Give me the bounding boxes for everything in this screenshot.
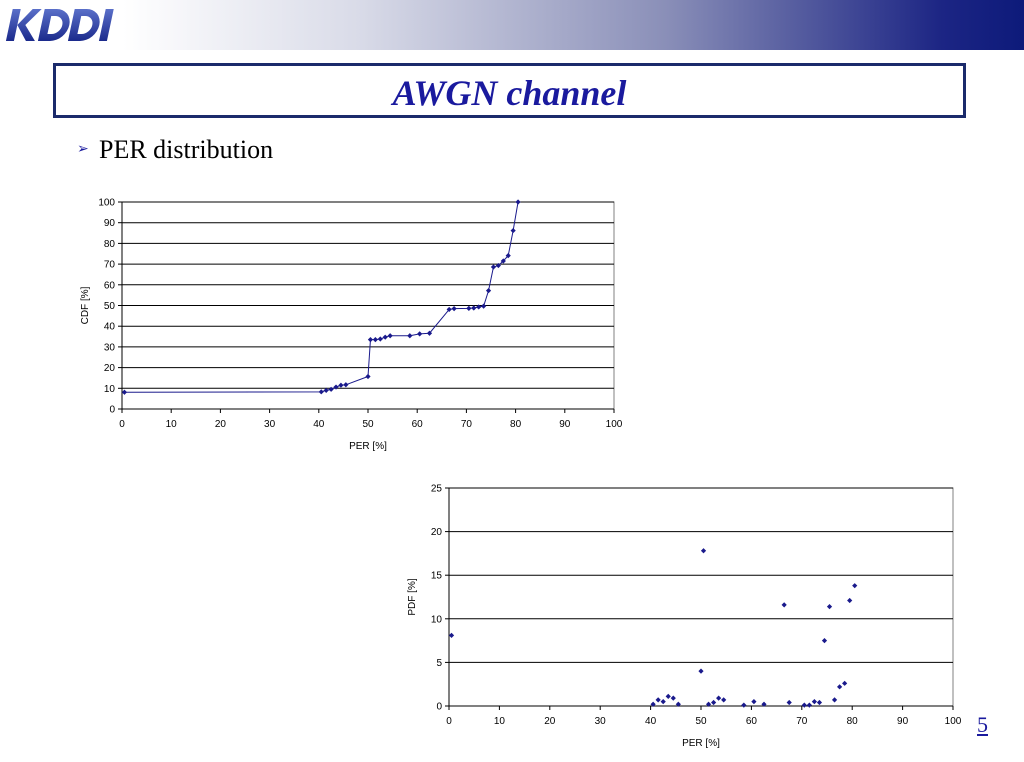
cdf-chart: 0 10 20 30 40 50 60 70 80 90 100 0 10 20 30 40 50 60 70 80 9… [80, 198, 623, 453]
cdf-y-tick-label: 70 [104, 260, 116, 271]
pdf-x-axis-label: PER [%] [682, 738, 720, 749]
cdf-data-point [451, 306, 457, 312]
pdf-data-point [842, 680, 848, 686]
cdf-data-point [382, 334, 388, 340]
cdf-y-tick-label: 50 [104, 301, 116, 312]
pdf-data-point [698, 668, 704, 674]
cdf-x-tick-label: 50 [362, 419, 374, 430]
cdf-data-point [505, 253, 511, 259]
pdf-x-tick-label: 10 [494, 716, 506, 727]
header-bar [0, 0, 1024, 50]
cdf-y-tick-label: 60 [104, 280, 116, 291]
pdf-data-point [831, 697, 838, 703]
pdf-y-tick-label: 10 [431, 614, 443, 625]
pdf-data-point [816, 699, 823, 706]
cdf-x-tick-label: 80 [510, 419, 522, 430]
pdf-y-tick-label: 0 [436, 702, 442, 713]
slide-title: AWGN channel [392, 73, 627, 113]
pdf-x-tick-label: 100 [945, 716, 962, 727]
cdf-y-tick-label: 20 [104, 363, 116, 374]
cdf-data-point [446, 306, 452, 313]
title-frame: AWGN channel [53, 63, 966, 118]
cdf-data-point [328, 386, 334, 392]
pdf-x-tick-label: 90 [897, 716, 909, 727]
cdf-data-point [495, 262, 501, 269]
kddi-logo-icon [5, 9, 114, 41]
cdf-x-tick-label: 60 [412, 419, 424, 430]
cdf-x-tick-label: 20 [215, 419, 227, 430]
pdf-y-tick-label: 15 [431, 571, 443, 582]
cdf-x-tick-label: 0 [119, 419, 125, 430]
pdf-data-point [847, 597, 853, 604]
pdf-x-tick-label: 70 [796, 716, 808, 727]
pdf-y-tick-label: 25 [431, 484, 443, 495]
pdf-data-point [711, 699, 717, 706]
page-number[interactable]: 5 [977, 712, 988, 737]
arrow-bullet-icon: ➢ [77, 141, 89, 157]
pdf-chart: 0 5 10 15 20 25 0 10 20 30 40 50 60 70 80 90 100 PER [%] P… [407, 484, 962, 750]
cdf-data-point [323, 387, 329, 393]
cdf-y-tick-label: 30 [104, 342, 116, 353]
cdf-data-point [343, 382, 349, 388]
cdf-data-point [471, 305, 477, 311]
pdf-x-tick-label: 30 [595, 716, 607, 727]
cdf-x-tick-label: 100 [606, 419, 623, 430]
pdf-x-tick-label: 60 [746, 716, 758, 727]
pdf-data-point [705, 701, 712, 707]
cdf-data-point [510, 227, 516, 234]
pdf-data-point [721, 697, 727, 703]
pdf-x-tick-label: 20 [544, 716, 556, 727]
cdf-y-tick-label: 80 [104, 239, 116, 250]
bullet-item: ➢ PER distribution [77, 135, 273, 165]
cdf-data-point [485, 287, 492, 294]
cdf-x-tick-label: 30 [264, 419, 276, 430]
cdf-data-point [500, 258, 506, 264]
pdf-data-point [801, 702, 807, 708]
cdf-data-point [515, 199, 521, 205]
cdf-y-tick-label: 10 [104, 384, 116, 395]
pdf-y-tick-label: 20 [431, 527, 443, 538]
pdf-x-tick-label: 0 [446, 716, 452, 727]
cdf-x-tick-label: 70 [461, 419, 473, 430]
cdf-data-point [377, 336, 383, 342]
pdf-y-tick-label: 5 [436, 658, 442, 669]
cdf-data-point [372, 337, 378, 343]
pdf-data-point [670, 695, 676, 701]
pdf-data-point [655, 697, 661, 703]
cdf-data-point [367, 337, 374, 343]
cdf-x-tick-label: 10 [166, 419, 178, 430]
pdf-x-tick-label: 50 [695, 716, 707, 727]
pdf-x-tick-label: 40 [645, 716, 657, 727]
pdf-data-point [821, 638, 828, 644]
pdf-y-axis-label: PDF [%] [407, 578, 418, 615]
pdf-data-point [852, 583, 858, 589]
cdf-data-point [417, 331, 423, 337]
pdf-x-tick-label: 80 [847, 716, 859, 727]
cdf-data-point [490, 264, 497, 270]
pdf-data-point [837, 684, 843, 690]
cdf-y-tick-label: 100 [98, 198, 115, 209]
pdf-data-point [675, 701, 681, 707]
cdf-x-tick-label: 40 [313, 419, 325, 430]
cdf-data-point [338, 382, 344, 388]
cdf-y-tick-label: 0 [109, 405, 115, 416]
pdf-data-point [781, 602, 787, 608]
cdf-x-axis-label: PER [%] [349, 441, 387, 452]
pdf-data-point [806, 702, 812, 708]
pdf-data-point [826, 603, 833, 610]
cdf-x-tick-label: 90 [559, 419, 571, 430]
cdf-y-axis-label: CDF [%] [80, 286, 91, 324]
bullet-text: PER distribution [99, 135, 274, 164]
cdf-y-tick-label: 40 [104, 322, 116, 333]
pdf-data-point [660, 699, 666, 705]
cdf-y-tick-label: 90 [104, 218, 116, 229]
